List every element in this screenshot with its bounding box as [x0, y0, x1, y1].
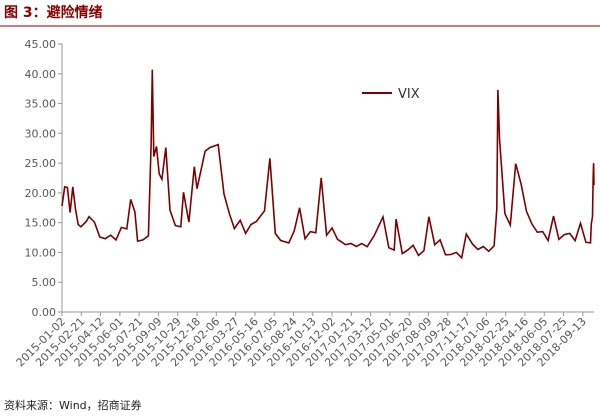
y-tick-label: 5.00 — [32, 276, 57, 289]
y-tick-label: 15.00 — [25, 217, 57, 230]
chart-title: 图 3：避险情绪 — [4, 4, 103, 21]
y-tick-label: 40.00 — [25, 68, 57, 81]
legend-label: VIX — [398, 87, 420, 102]
source-note: 资料来源：Wind，招商证券 — [4, 398, 142, 412]
y-tick-label: 35.00 — [25, 98, 57, 111]
y-tick-label: 25.00 — [25, 157, 57, 170]
y-tick-label: 45.00 — [25, 38, 57, 51]
y-tick-label: 20.00 — [25, 187, 57, 200]
y-tick-label: 0.00 — [32, 306, 57, 319]
y-tick-label: 30.00 — [25, 127, 57, 140]
line — [61, 69, 595, 260]
y-tick-label: 10.00 — [25, 246, 57, 259]
